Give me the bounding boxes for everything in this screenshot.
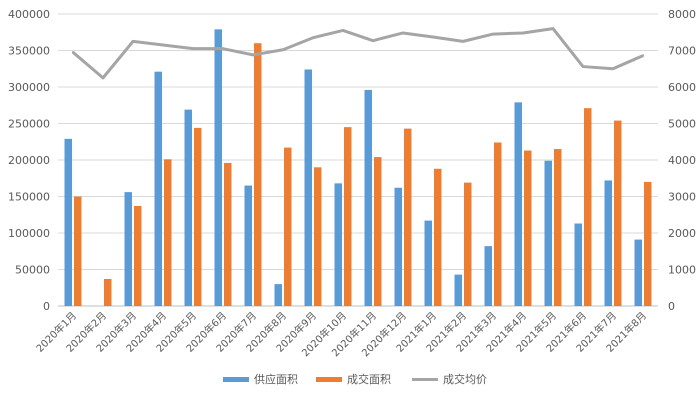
y-tick-label: 200000: [8, 154, 50, 167]
y-tick-label: 100000: [8, 227, 50, 240]
supply-bar: [304, 69, 312, 306]
supply-bar: [424, 220, 432, 306]
y-tick-label: 400000: [8, 8, 50, 21]
supply-bar: [574, 223, 582, 306]
y-right-tick-label: 0: [668, 300, 675, 313]
transaction-bar: [344, 127, 352, 307]
y-tick-label: 300000: [8, 81, 50, 94]
y-right-tick-label: 4000: [668, 154, 696, 167]
gridlines: [58, 13, 658, 307]
supply-bar: [544, 160, 552, 306]
supply-bar: [64, 138, 72, 306]
line-series: [71, 27, 645, 80]
avg-price-point: [431, 35, 435, 39]
transaction-bar: [404, 128, 412, 306]
legend-label: 成交均价: [443, 372, 487, 386]
supply-bar: [394, 187, 402, 306]
supply-bar: [364, 89, 372, 306]
right-axis: 0 1000 2000 3000 4000 5000 6000 7000 8000: [668, 8, 696, 313]
avg-price-point: [581, 65, 585, 68]
avg-price-point: [521, 31, 525, 35]
supply-bar: [454, 274, 462, 306]
y-right-tick-label: 3000: [668, 191, 696, 204]
y-right-tick-label: 5000: [668, 118, 696, 131]
supply-bar: [634, 239, 642, 306]
y-right-tick-label: 1000: [668, 264, 696, 277]
avg-price-point: [641, 54, 645, 57]
avg-price-point: [311, 36, 315, 39]
transaction-bar: [584, 108, 592, 306]
avg-price-line: [72, 27, 644, 80]
transaction-bar: [644, 181, 652, 306]
transaction-bar: [614, 120, 622, 306]
y-right-tick-label: 2000: [668, 227, 696, 240]
transaction-bar: [374, 157, 382, 306]
avg-price-point: [491, 32, 495, 36]
avg-price-point: [221, 47, 225, 50]
supply-bar: [244, 185, 252, 306]
avg-price-point: [251, 53, 255, 57]
supply-bar: [514, 102, 522, 306]
bars: [64, 29, 652, 307]
supply-bar: [604, 180, 612, 306]
y-tick-label: 350000: [8, 45, 50, 58]
avg-price-point: [71, 51, 75, 54]
transaction-bar: [554, 149, 562, 306]
legend-swatch: [316, 377, 342, 382]
supply-bar: [334, 183, 342, 306]
transaction-bar: [494, 142, 502, 306]
transaction-bar: [284, 147, 292, 306]
avg-price-point: [461, 40, 465, 43]
avg-price-point: [371, 39, 375, 42]
legend-label: 供应面积: [254, 372, 298, 386]
y-right-tick-label: 7000: [668, 45, 696, 58]
avg-price-point: [401, 31, 405, 35]
legend-swatch: [223, 377, 249, 382]
supply-bar: [124, 192, 132, 306]
y-right-tick-label: 8000: [668, 8, 696, 21]
transaction-bar: [164, 159, 172, 306]
supply-bar: [214, 29, 222, 307]
avg-price-point: [131, 40, 135, 43]
avg-price-point: [281, 48, 285, 51]
avg-price-point: [611, 67, 615, 70]
y-tick-label: 250000: [8, 118, 50, 131]
avg-price-point: [341, 29, 345, 32]
transaction-bar: [464, 182, 472, 306]
transaction-bar: [524, 150, 532, 306]
y-tick-label: 150000: [8, 191, 50, 204]
avg-price-point: [101, 76, 105, 80]
x-axis: 2020年1月2020年2月2020年3月2020年4月2020年5月2020年…: [33, 309, 649, 359]
transaction-bar: [314, 167, 322, 306]
supply-bar: [184, 109, 192, 306]
transaction-bar: [74, 196, 82, 306]
transaction-bar: [134, 205, 142, 306]
transaction-bar: [224, 162, 232, 306]
y-tick-label: 50000: [15, 264, 50, 277]
transaction-bar: [254, 43, 262, 306]
avg-price-point: [191, 47, 195, 50]
avg-price-point: [161, 43, 165, 47]
transaction-bar: [104, 278, 112, 306]
y-right-tick-label: 6000: [668, 81, 696, 94]
y-tick-label: 0: [43, 300, 50, 313]
transaction-bar: [194, 127, 202, 306]
transaction-bar: [434, 168, 442, 306]
avg-price-point: [551, 27, 555, 30]
supply-bar: [274, 284, 282, 306]
legend: 供应面积 成交面积 成交均价: [223, 372, 487, 386]
left-axis: 0 50000 100000 150000 200000 250000 300000 3500…: [8, 8, 50, 313]
supply-bar: [154, 71, 162, 306]
supply-bar: [484, 246, 492, 306]
legend-label: 成交面积: [347, 372, 391, 386]
